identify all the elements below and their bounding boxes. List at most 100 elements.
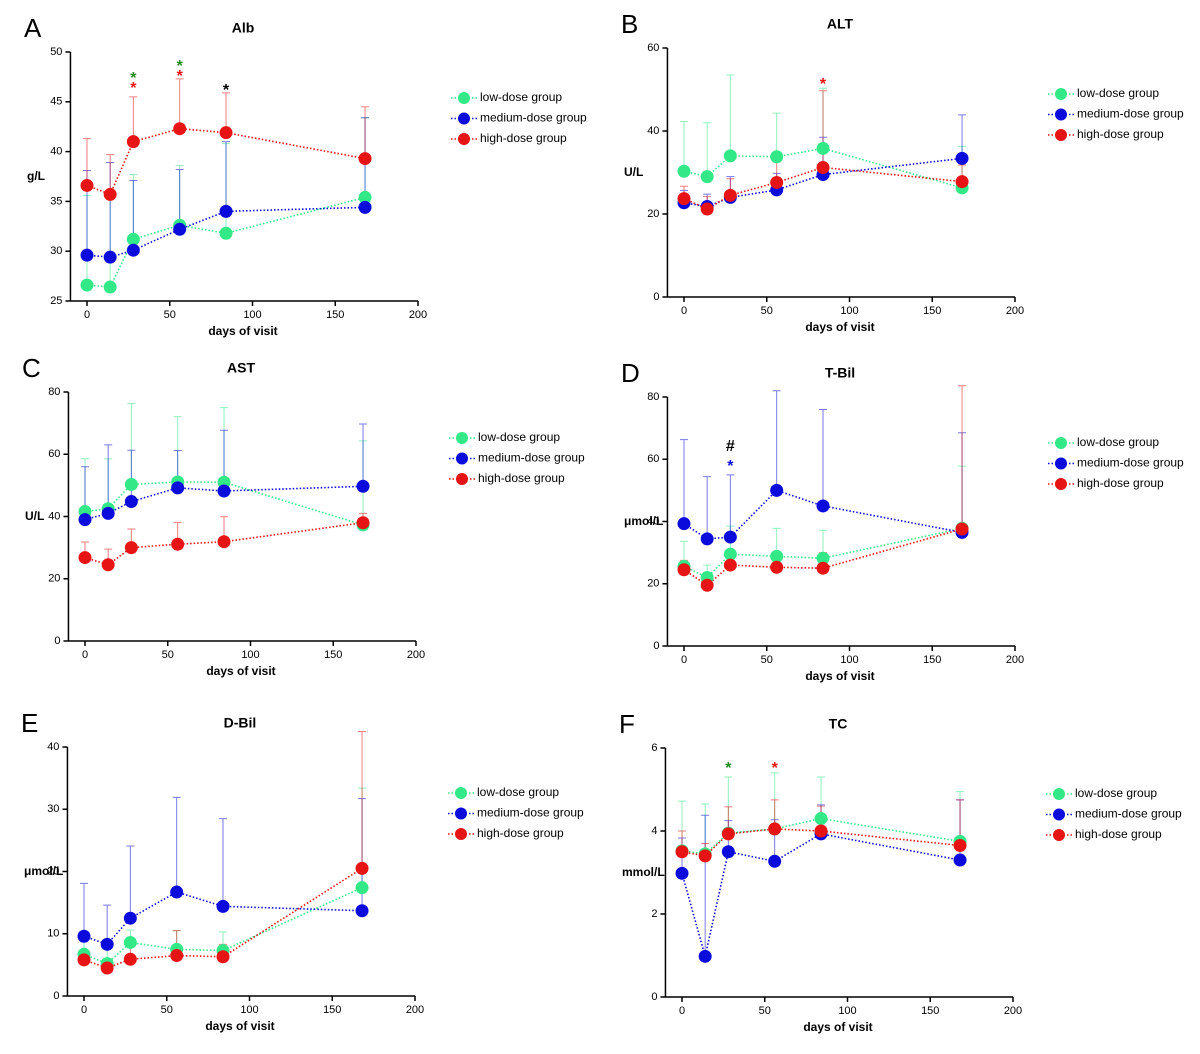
x-tick-label: 200 — [406, 1004, 424, 1016]
y-tick-label: 80 — [647, 391, 659, 403]
panel-label: C — [22, 353, 41, 383]
data-point — [124, 541, 138, 555]
data-point — [677, 192, 691, 206]
y-axis-label: mmol/L — [622, 865, 665, 879]
data-point — [126, 243, 140, 257]
data-point — [123, 935, 137, 949]
data-point — [103, 187, 117, 201]
y-tick-label: 2 — [651, 908, 657, 920]
error-bar — [703, 122, 712, 177]
y-tick-label: 40 — [647, 125, 659, 137]
panel: B ALT U/L days of visit 0 20 40 60 0 50 100 150 200 l… — [621, 9, 1184, 334]
legend-marker — [455, 807, 467, 820]
x-tick-label: 100 — [840, 305, 858, 317]
data-point — [217, 535, 231, 549]
series-line — [84, 485, 364, 521]
panel-label: A — [24, 13, 42, 43]
x-tick-label: 100 — [240, 1004, 258, 1016]
y-tick-label: 0 — [651, 991, 657, 1003]
data-point — [721, 845, 735, 859]
data-point — [700, 532, 714, 546]
annotation: * — [177, 58, 184, 75]
legend-label: high-dose group — [478, 471, 565, 485]
data-point — [953, 853, 967, 867]
legend-label: high-dose group — [1077, 127, 1164, 141]
legend-label: medium-dose group — [480, 111, 587, 125]
data-point — [126, 232, 140, 246]
data-point — [700, 578, 714, 592]
legend-marker — [455, 828, 467, 840]
y-axis-label: U/L — [624, 165, 643, 179]
data-point — [123, 952, 137, 966]
x-tick-label: 200 — [409, 309, 427, 321]
x-tick-label: 100 — [840, 654, 858, 666]
x-axis-label: days of visit — [803, 1020, 872, 1034]
data-point — [955, 151, 969, 165]
x-tick-label: 0 — [681, 654, 687, 666]
data-point — [675, 866, 689, 880]
annotation: * — [177, 68, 184, 85]
chart-title: D-Bil — [224, 715, 257, 731]
legend-label: high-dose group — [477, 826, 564, 840]
data-point — [358, 190, 372, 204]
y-tick-label: 6 — [651, 742, 657, 754]
x-tick-label: 50 — [761, 305, 773, 317]
panel: C AST U/L days of visit 0 20 40 60 80 0 50 100 150 20… — [22, 353, 585, 678]
data-point — [170, 885, 184, 899]
y-tick-label: 50 — [50, 46, 62, 58]
panel: E D-Bil μmol/L days of visit 0 10 20 30 40 0 50 100… — [21, 708, 584, 1033]
legend-marker — [456, 452, 468, 465]
data-point — [953, 839, 967, 853]
legend-label: low-dose group — [480, 90, 562, 104]
data-point — [698, 849, 712, 863]
y-tick-label: 0 — [653, 291, 659, 303]
legend-label: medium-dose group — [477, 806, 584, 820]
data-point — [677, 164, 691, 178]
x-tick-label: 150 — [921, 1005, 939, 1017]
x-tick-label: 0 — [84, 309, 90, 321]
error-bar — [359, 423, 368, 487]
x-tick-label: 150 — [923, 305, 941, 317]
data-point — [355, 881, 369, 895]
data-point — [355, 904, 369, 918]
data-point — [124, 477, 138, 491]
data-point — [698, 949, 712, 963]
data-point — [77, 953, 91, 967]
error-bar — [680, 439, 688, 524]
data-point — [356, 516, 370, 530]
y-tick-label: 25 — [50, 295, 62, 307]
data-point — [216, 899, 230, 913]
data-point — [103, 250, 117, 264]
error-bar — [958, 114, 967, 159]
data-point — [770, 175, 784, 189]
chart-title: Alb — [232, 20, 255, 36]
data-point — [80, 178, 94, 192]
data-point — [770, 150, 784, 164]
y-tick-label: 0 — [54, 635, 60, 647]
legend-marker — [1055, 478, 1067, 490]
legend-label: medium-dose group — [1077, 456, 1184, 470]
annotation: * — [130, 70, 137, 87]
data-point — [171, 537, 185, 551]
x-axis-label: days of visit — [205, 1019, 274, 1033]
data-point — [770, 549, 784, 563]
legend-marker — [1053, 788, 1065, 800]
panel-label: D — [621, 358, 640, 388]
chart-title: ALT — [827, 16, 854, 32]
data-point — [80, 248, 94, 262]
data-point — [101, 558, 115, 572]
y-tick-label: 60 — [647, 453, 659, 465]
data-point — [124, 495, 138, 509]
data-point — [78, 551, 92, 565]
legend-marker — [456, 473, 468, 485]
data-point — [721, 827, 735, 841]
x-tick-label: 50 — [162, 649, 174, 661]
legend-label: medium-dose group — [1077, 107, 1184, 121]
legend-marker — [455, 787, 467, 799]
error-bar — [129, 96, 138, 142]
data-point — [219, 204, 233, 218]
chart-title: AST — [227, 360, 255, 376]
error-bar — [772, 112, 781, 157]
data-point — [80, 278, 94, 292]
